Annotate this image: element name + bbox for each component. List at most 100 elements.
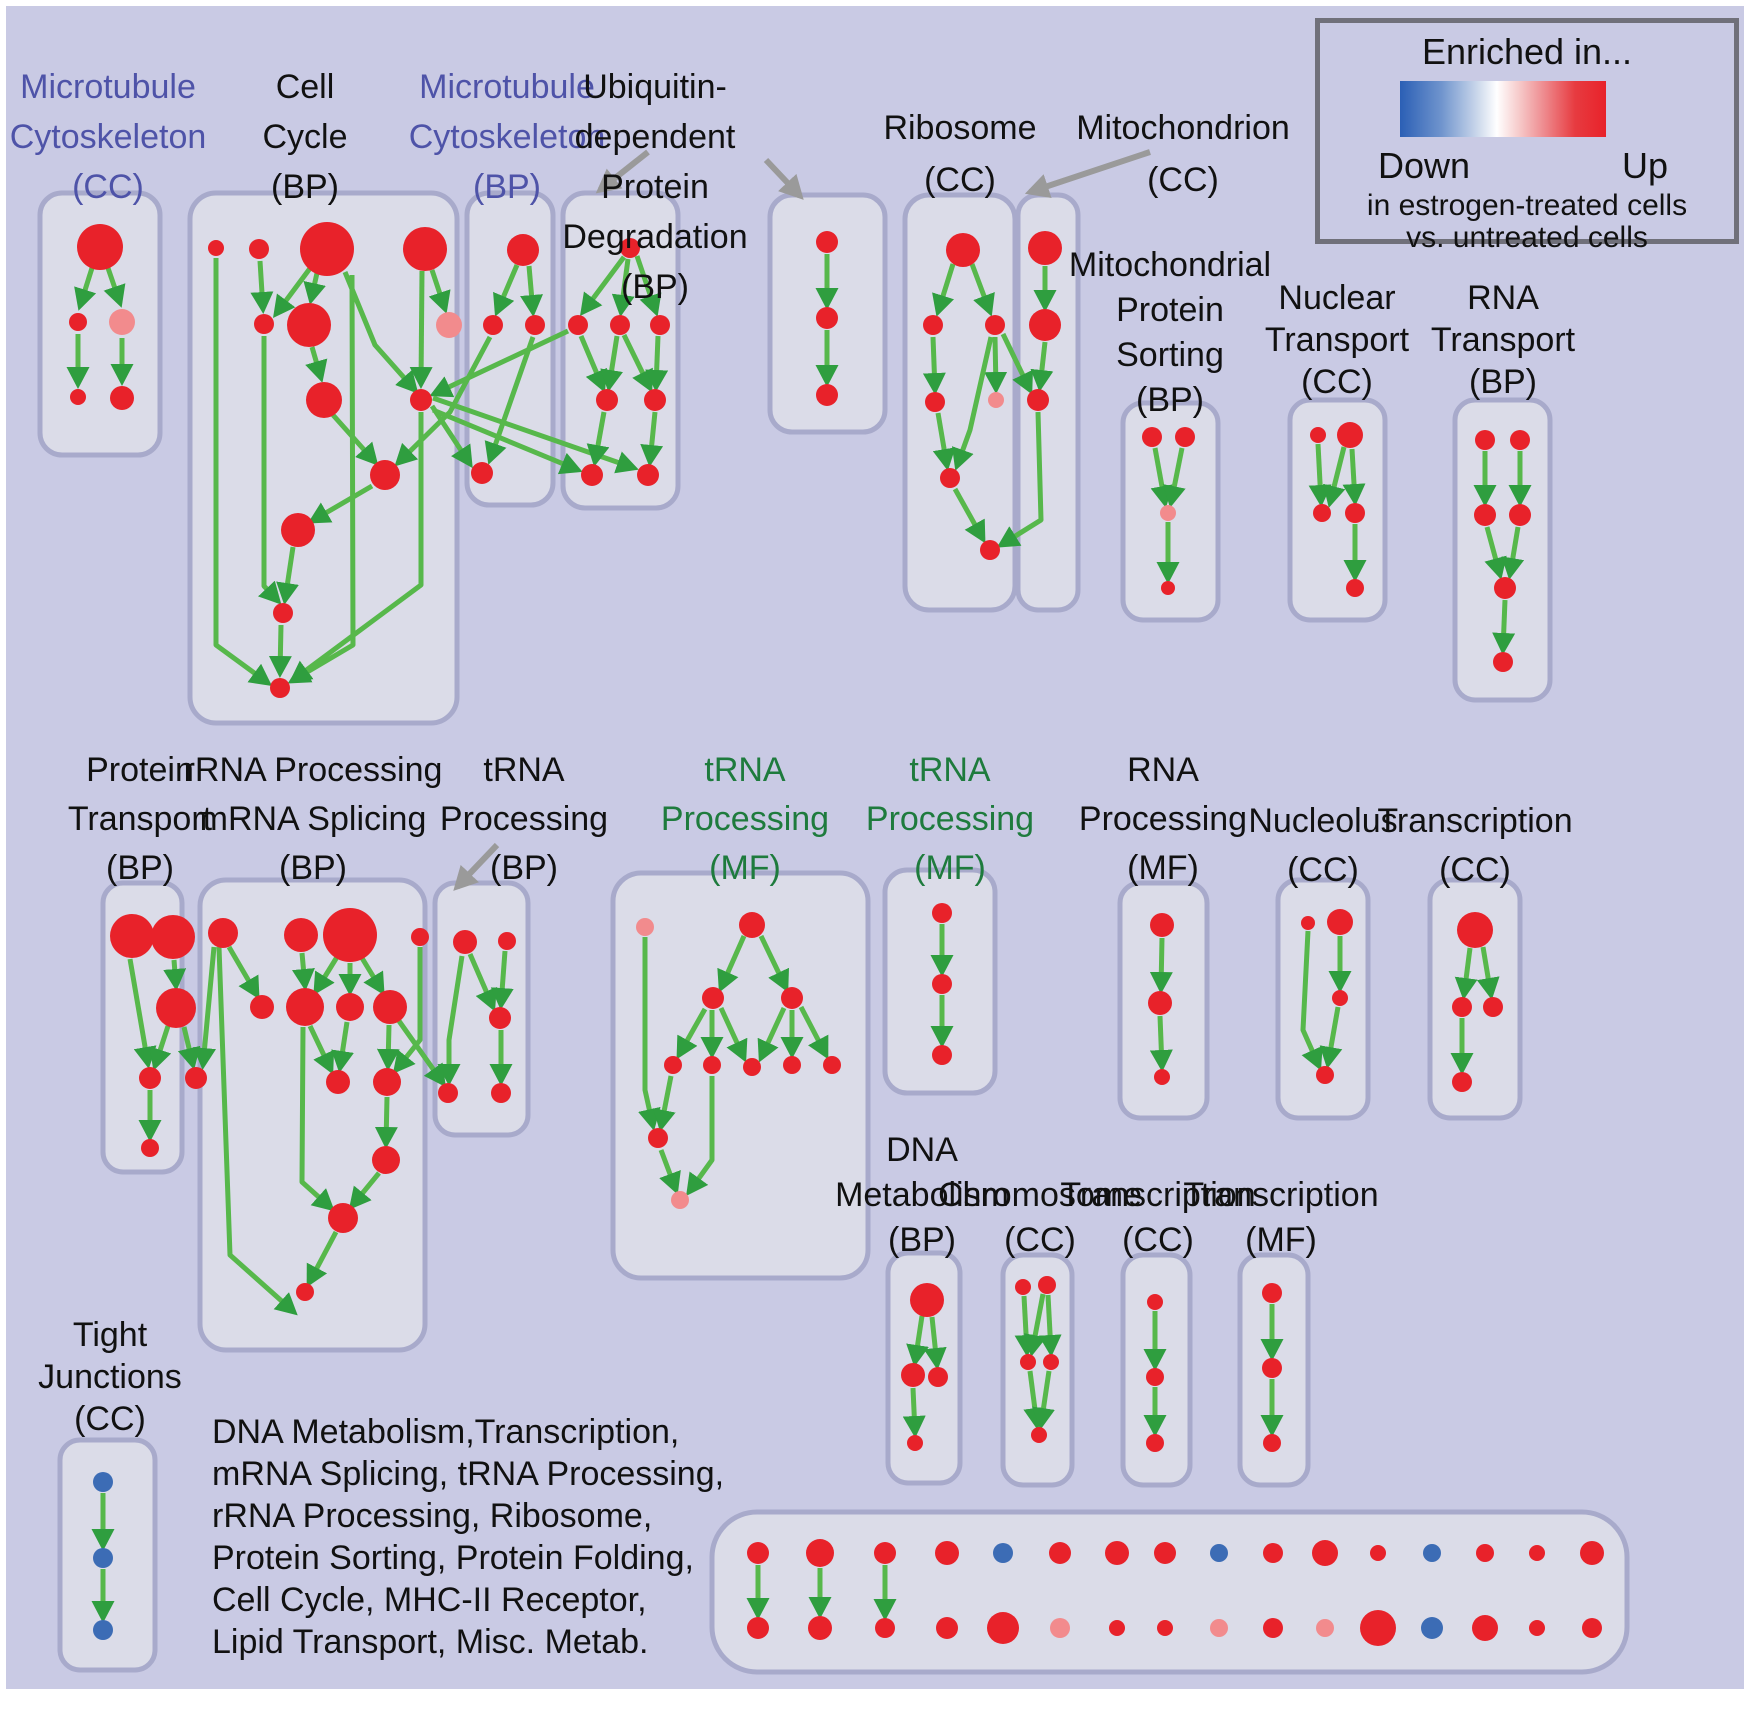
legend-subtitle-2: vs. untreated cells [1406, 221, 1648, 254]
relation-edge [969, 263, 995, 317]
label-pointer-arrows [453, 149, 1151, 891]
go-term-node-red [270, 678, 290, 698]
cluster-box-chromosome [1000, 1252, 1075, 1488]
relation-edge [676, 1007, 708, 1060]
relation-edge [127, 958, 157, 1069]
relation-edge [432, 407, 583, 475]
go-term-node-red [901, 1363, 925, 1387]
relation-edge [717, 934, 747, 993]
go-term-node-red [1472, 1615, 1498, 1641]
relation-edge [652, 1075, 676, 1132]
go-term-node-pink [1160, 505, 1176, 521]
relation-edge [226, 945, 260, 1000]
go-term-node-blue [93, 1472, 113, 1492]
relation-edge [74, 267, 97, 311]
relation-edge [658, 1149, 681, 1195]
relation-edge [307, 483, 374, 524]
go-term-node-pink [436, 312, 462, 338]
label-pointer-arrow [453, 842, 500, 891]
relation-edge [331, 1021, 354, 1073]
go-term-node-red [1476, 1544, 1494, 1562]
go-term-node-red [284, 918, 318, 952]
relation-edge [149, 1025, 172, 1071]
relation-edge [437, 955, 465, 1086]
relation-edge [216, 946, 298, 1316]
go-term-node-red [286, 988, 324, 1026]
go-term-node-red [250, 995, 274, 1019]
go-term-node-red [1263, 1618, 1283, 1638]
go-term-node-red [875, 1618, 895, 1638]
relation-edge [1149, 937, 1173, 994]
cluster-box-nucleolus [1275, 877, 1371, 1121]
relation-edge [306, 1230, 339, 1288]
go-term-node-red [1510, 430, 1530, 450]
go-term-node-red [1332, 990, 1348, 1006]
relation-edge [268, 624, 292, 678]
go-term-node-red [823, 1056, 841, 1074]
go-term-node-red [1262, 1283, 1282, 1303]
go-term-node-red [1582, 1618, 1602, 1638]
go-term-node-red [1038, 1276, 1056, 1294]
go-term-node-blue [1210, 1544, 1228, 1562]
relation-edge [798, 1005, 829, 1060]
go-term-node-red [370, 460, 400, 490]
go-term-node-red [453, 930, 477, 954]
go-term-node-red [620, 238, 640, 258]
go-term-node-red [1028, 231, 1062, 265]
go-term-node-red [438, 1083, 458, 1103]
relation-edge [586, 411, 610, 467]
go-term-node-red [306, 382, 342, 418]
go-term-node-blue [93, 1620, 113, 1640]
go-term-node-red [940, 468, 960, 488]
go-term-node-blue [993, 1543, 1013, 1563]
relation-edge [250, 260, 274, 314]
relation-edge [1030, 341, 1054, 392]
relation-edge [996, 411, 1044, 548]
go-term-node-red [1147, 1294, 1163, 1310]
relation-edge [1014, 1295, 1038, 1357]
go-term-node-red [1337, 422, 1363, 448]
relation-edge [103, 267, 126, 308]
relation-edge [331, 413, 379, 466]
go-term-node-red [1175, 427, 1195, 447]
go-term-node-red [483, 315, 503, 335]
relation-edge [1163, 447, 1186, 508]
label-pointer-arrow [763, 157, 804, 200]
go-term-node-red [946, 233, 980, 267]
relation-edge [520, 265, 543, 317]
relation-edge [467, 953, 497, 1012]
go-term-node-red [300, 222, 354, 276]
relation-edge [580, 255, 627, 317]
go-term-node-red [254, 314, 274, 334]
relation-edge [634, 255, 662, 317]
go-term-node-red [664, 1056, 682, 1074]
go-term-node-red [1146, 1434, 1164, 1452]
go-term-node-red [907, 1435, 923, 1451]
relation-edge [1308, 443, 1332, 507]
gene-nodes [69, 222, 1604, 1646]
go-term-node-red [816, 307, 838, 329]
go-term-node-red [1015, 1279, 1031, 1295]
go-term-node-red [411, 928, 429, 946]
relation-edge [1149, 1015, 1173, 1072]
go-term-node-red [650, 315, 670, 335]
go-term-node-red [373, 990, 407, 1024]
go-term-node-red [489, 1007, 511, 1029]
go-term-node-red [747, 1542, 769, 1564]
relation-edge [348, 1171, 381, 1210]
go-term-node-red [110, 386, 134, 410]
go-term-node-red [110, 914, 154, 958]
go-term-node-red [1580, 1541, 1604, 1565]
label-pointer-arrow [1024, 149, 1151, 199]
go-term-node-blue [1421, 1617, 1443, 1639]
relation-edge [303, 272, 326, 305]
relation-edge [1319, 1006, 1343, 1069]
relation-edge [313, 955, 340, 996]
go-term-node-blue [93, 1548, 113, 1568]
relation-edge [611, 258, 635, 317]
go-term-node-red [932, 1045, 952, 1065]
go-term-node-red [525, 315, 545, 335]
go-term-node-red [1029, 309, 1061, 341]
